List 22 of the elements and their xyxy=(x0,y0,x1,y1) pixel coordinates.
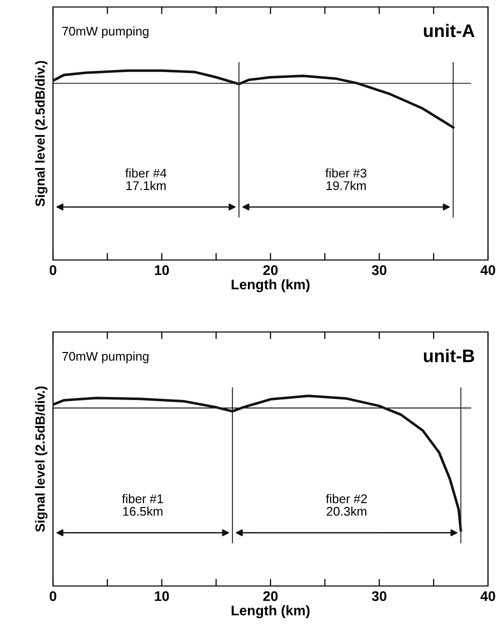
x-tick-label: 0 xyxy=(50,265,56,276)
text: 70mW pumping xyxy=(62,26,148,38)
x-tick-label: 10 xyxy=(154,265,169,276)
annotation: fiber #4 17.1km xyxy=(125,168,166,190)
y-axis-title: Signal level (2.5dB/div.) xyxy=(35,60,48,206)
chart-title: unit-A xyxy=(424,24,474,38)
x-tick-label: 40 xyxy=(480,591,496,602)
x-tick-label: 30 xyxy=(372,265,386,276)
annotation: fiber #3 19.7km xyxy=(325,168,366,190)
y-axis-title: Signal level (2.5dB/div.) xyxy=(35,386,48,532)
x-tick-label: 0 xyxy=(50,591,56,602)
x-tick-label: 20 xyxy=(263,265,278,276)
x-tick-label: 20 xyxy=(263,591,278,602)
text: 70mW pumping xyxy=(62,352,148,364)
x-tick-label: 40 xyxy=(480,265,496,276)
annotation: fiber #1 16.5km xyxy=(122,494,163,516)
x-axis-title: Length (km) xyxy=(232,279,310,292)
x-tick-label: 10 xyxy=(154,591,169,602)
chart-title: unit-B xyxy=(424,348,474,362)
x-tick-label: 30 xyxy=(372,591,386,602)
x-axis-title: Length (km) xyxy=(232,605,310,618)
annotation: fiber #2 20.3km xyxy=(326,494,367,516)
